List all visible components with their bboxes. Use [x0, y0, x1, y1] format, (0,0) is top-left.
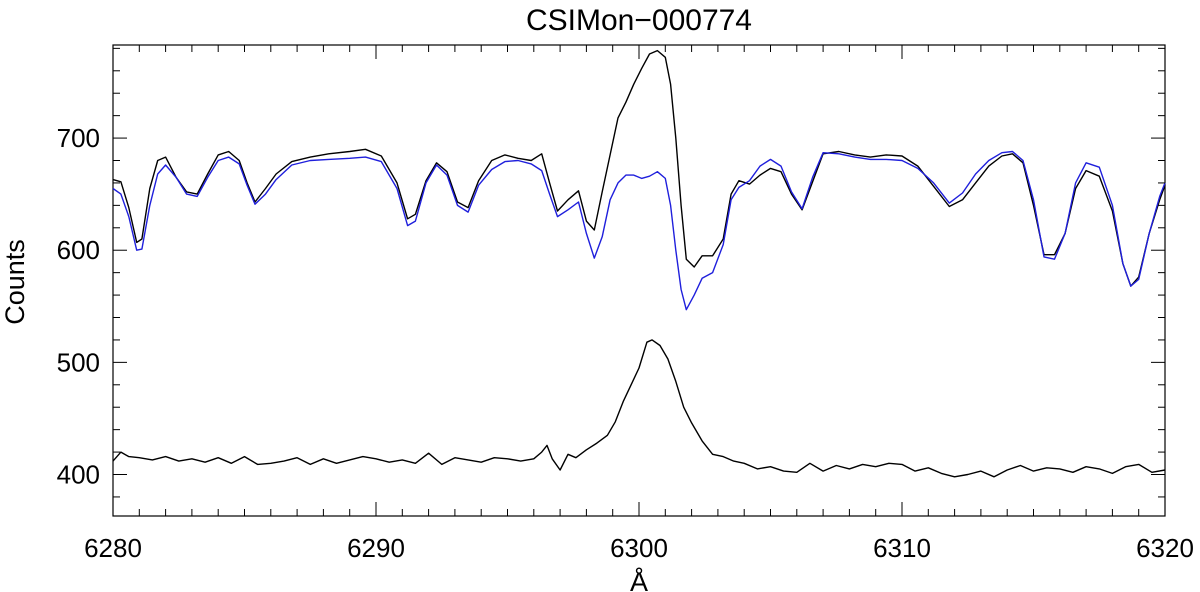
series-line-3 [112, 339, 1166, 478]
x-tick-label: 6320 [1136, 533, 1194, 563]
y-tick-label: 500 [57, 347, 100, 377]
x-tick-label: 6300 [610, 533, 668, 563]
x-axis-label: Å [630, 566, 648, 592]
plot-area-border [112, 44, 1166, 517]
x-tick-label: 6290 [347, 533, 405, 563]
y-tick-label: 400 [57, 460, 100, 490]
y-tick-label: 700 [57, 123, 100, 153]
x-tick-label: 6310 [873, 533, 931, 563]
series-line-2 [112, 150, 1166, 311]
y-axis: 400 500 600 700 [57, 47, 1165, 498]
chart-title: CSIMon−000774 [526, 4, 752, 37]
series-layer [112, 49, 1166, 478]
y-tick-label: 600 [57, 235, 100, 265]
plot-frame [112, 44, 1166, 517]
x-tick-label: 6280 [84, 533, 142, 563]
series-line-1 [112, 49, 1166, 287]
y-axis-label: Counts [0, 239, 30, 325]
x-axis: 6280 6290 6300 6310 6320 [84, 45, 1194, 563]
